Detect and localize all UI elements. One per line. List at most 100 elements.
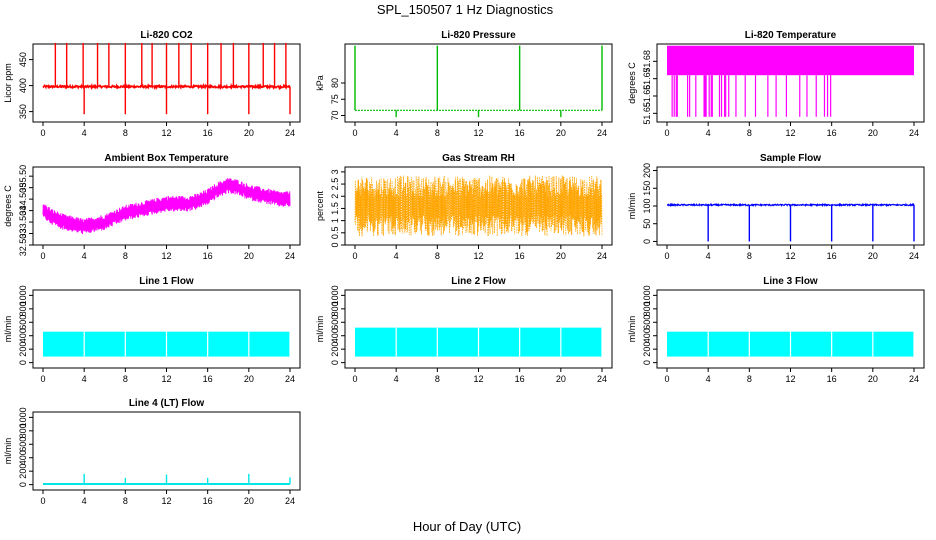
y-tick-label: 51.67 bbox=[642, 67, 652, 90]
y-tick-label: 34 bbox=[18, 206, 28, 216]
y-tick-label: 33 bbox=[18, 229, 28, 239]
panel-sample_flow: Sample Flow ml/min 0 4 8 12 16 20 24 0 50 100 150 200 bbox=[627, 153, 925, 261]
panel-title: Line 2 Flow bbox=[451, 276, 506, 287]
y-tick-label: 800 bbox=[18, 423, 28, 438]
x-tick-label: 16 bbox=[827, 251, 837, 261]
y-tick-label: 200 bbox=[18, 342, 28, 357]
y-tick-label: 800 bbox=[18, 301, 28, 316]
y-axis-label: ml/min bbox=[3, 316, 13, 343]
panel-line3: Line 3 Flow ml/min 0 4 8 12 16 20 24 0 20040060080… bbox=[627, 276, 925, 384]
y-tick-label: 200 bbox=[330, 342, 340, 357]
y-axis-label: Licor ppm bbox=[3, 63, 13, 103]
panel-rh: Gas Stream RH percent 0 4 8 12 16 20 24 0 0.5 1 1.5 2… bbox=[315, 153, 613, 261]
x-tick-label: 24 bbox=[909, 128, 919, 138]
panel-title: Line 1 Flow bbox=[139, 276, 194, 287]
y-tick-label: 0 bbox=[330, 242, 340, 247]
y-tick-label: 1 bbox=[330, 218, 340, 223]
x-tick-label: 12 bbox=[161, 128, 171, 138]
series-licor_temp bbox=[667, 45, 914, 117]
y-tick-label: 1000 bbox=[18, 407, 28, 427]
y-tick-label: 400 bbox=[330, 328, 340, 343]
y-tick-label: 800 bbox=[330, 301, 340, 316]
x-tick-label: 24 bbox=[285, 496, 295, 506]
series-pressure bbox=[354, 45, 603, 118]
y-tick-label: 2 bbox=[330, 194, 340, 199]
y-tick-label: 1000 bbox=[330, 285, 340, 305]
x-tick-label: 24 bbox=[285, 128, 295, 138]
x-tick-label: 8 bbox=[123, 251, 128, 261]
series-line1 bbox=[43, 331, 291, 357]
x-tick-label: 20 bbox=[244, 128, 254, 138]
y-axis-label: ml/min bbox=[627, 193, 637, 220]
x-tick-label: 12 bbox=[473, 251, 483, 261]
y-tick-label: 200 bbox=[18, 464, 28, 479]
y-tick-label: 450 bbox=[18, 52, 28, 67]
y-tick-label: 400 bbox=[18, 328, 28, 343]
panel-title: Sample Flow bbox=[760, 153, 821, 164]
y-tick-label: 0 bbox=[18, 360, 28, 365]
y-tick-label: 0 bbox=[18, 482, 28, 487]
y-tick-label: 35 bbox=[18, 183, 28, 193]
y-tick-label: 400 bbox=[642, 328, 652, 343]
x-tick-label: 12 bbox=[785, 128, 795, 138]
x-tick-label: 24 bbox=[909, 374, 919, 384]
panel-licor_temp: Li-820 Temperature degrees C 0 4 8 12 16 20 24 51… bbox=[627, 30, 925, 138]
y-axis-label: percent bbox=[315, 190, 325, 221]
x-tick-label: 8 bbox=[747, 128, 752, 138]
x-tick-label: 16 bbox=[203, 496, 213, 506]
y-tick-label: 2.5 bbox=[330, 178, 340, 191]
x-tick-label: 0 bbox=[352, 251, 357, 261]
x-tick-label: 0 bbox=[664, 128, 669, 138]
y-axis-label: degrees C bbox=[3, 185, 13, 227]
x-tick-label: 4 bbox=[394, 251, 399, 261]
x-tick-label: 16 bbox=[203, 128, 213, 138]
x-tick-label: 20 bbox=[868, 374, 878, 384]
x-tick-label: 8 bbox=[435, 128, 440, 138]
x-tick-label: 8 bbox=[123, 374, 128, 384]
panel-line1: Line 1 Flow ml/min 0 4 8 12 16 20 24 0 20040060080… bbox=[3, 276, 301, 384]
x-tick-label: 16 bbox=[203, 251, 213, 261]
panel-line4: Line 4 (LT) Flow ml/min 0 4 8 12 16 20 24 0 200400… bbox=[3, 398, 301, 506]
x-tick-label: 8 bbox=[747, 374, 752, 384]
x-tick-label: 20 bbox=[244, 374, 254, 384]
y-tick-label: 1.5 bbox=[330, 202, 340, 215]
y-tick-label: 70 bbox=[330, 110, 340, 120]
x-tick-label: 12 bbox=[473, 128, 483, 138]
x-tick-label: 20 bbox=[868, 251, 878, 261]
x-tick-label: 16 bbox=[515, 128, 525, 138]
y-tick-label: 400 bbox=[18, 450, 28, 465]
figure-xlabel: Hour of Day (UTC) bbox=[413, 519, 521, 534]
x-tick-label: 0 bbox=[352, 128, 357, 138]
x-tick-label: 8 bbox=[435, 251, 440, 261]
x-tick-label: 0 bbox=[352, 374, 357, 384]
series-co2 bbox=[42, 42, 291, 115]
x-tick-label: 4 bbox=[706, 251, 711, 261]
series-line4 bbox=[43, 473, 291, 485]
y-axis-label: ml/min bbox=[3, 438, 13, 465]
y-axis-label: ml/min bbox=[627, 316, 637, 343]
y-tick-label: 1000 bbox=[18, 285, 28, 305]
x-tick-label: 20 bbox=[244, 496, 254, 506]
y-tick-label: 0 bbox=[642, 360, 652, 365]
x-tick-label: 12 bbox=[785, 374, 795, 384]
x-tick-label: 20 bbox=[556, 128, 566, 138]
x-tick-label: 24 bbox=[597, 374, 607, 384]
y-axis-label: ml/min bbox=[315, 316, 325, 343]
panel-title: Ambient Box Temperature bbox=[104, 153, 229, 164]
y-axis-label: degrees C bbox=[627, 62, 637, 104]
y-tick-label: 200 bbox=[642, 342, 652, 357]
x-tick-label: 16 bbox=[827, 128, 837, 138]
x-tick-label: 4 bbox=[82, 251, 87, 261]
panel-title: Li-820 Temperature bbox=[745, 30, 837, 41]
x-tick-label: 4 bbox=[82, 374, 87, 384]
figure-title: SPL_150507 1 Hz Diagnostics bbox=[377, 2, 554, 17]
x-tick-label: 8 bbox=[435, 374, 440, 384]
x-tick-label: 4 bbox=[394, 128, 399, 138]
x-tick-label: 4 bbox=[706, 128, 711, 138]
x-tick-label: 8 bbox=[747, 251, 752, 261]
y-tick-label: 51.66 bbox=[642, 85, 652, 108]
x-tick-label: 16 bbox=[515, 251, 525, 261]
panel-title: Gas Stream RH bbox=[442, 153, 515, 164]
